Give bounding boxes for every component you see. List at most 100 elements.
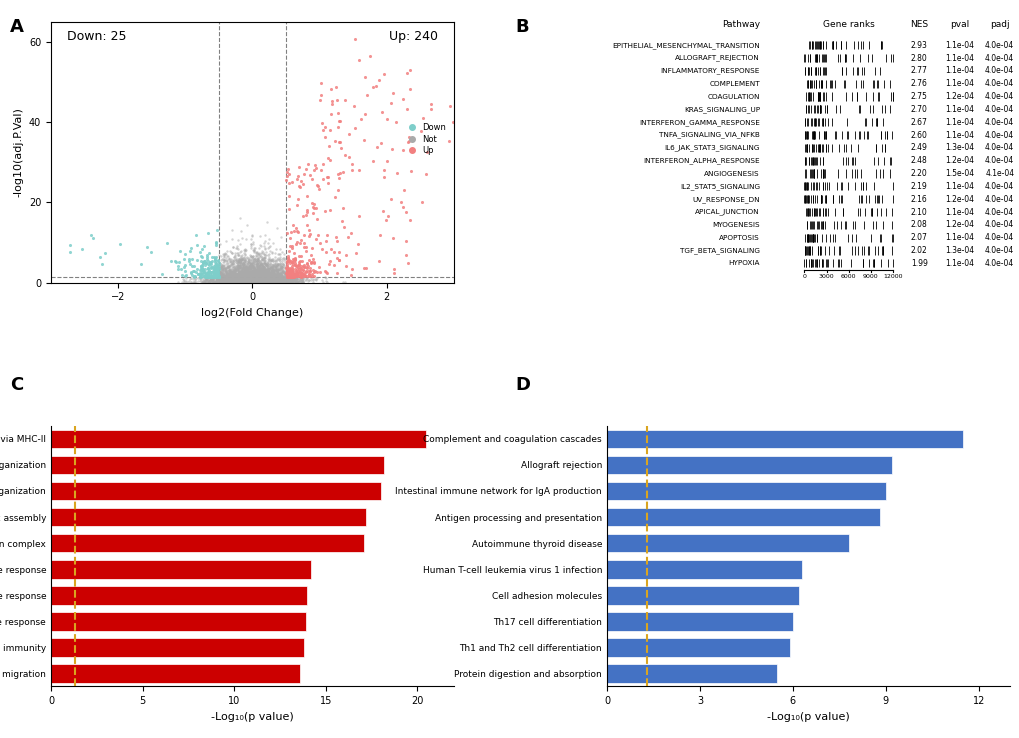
Point	[204, 277, 220, 289]
Point	[331, 255, 347, 266]
Point	[243, 251, 259, 263]
Point	[233, 271, 250, 283]
Point	[272, 269, 288, 281]
Point	[233, 269, 250, 281]
Point	[229, 274, 246, 286]
Point	[222, 274, 238, 286]
Point	[227, 265, 244, 277]
Point	[222, 268, 238, 280]
Point	[221, 275, 237, 287]
Point	[279, 265, 296, 277]
Point	[266, 251, 282, 263]
Point	[252, 261, 268, 272]
Point	[288, 277, 305, 289]
Point	[283, 263, 300, 275]
Point	[256, 273, 272, 285]
Point	[242, 272, 258, 284]
Point	[204, 272, 220, 284]
Point	[237, 277, 254, 289]
Point	[224, 266, 240, 277]
Point	[194, 276, 210, 288]
Point	[266, 272, 282, 283]
Point	[240, 275, 257, 286]
Point	[226, 276, 243, 288]
Point	[210, 265, 226, 277]
Point	[245, 276, 261, 288]
Point	[213, 276, 229, 288]
Point	[229, 275, 246, 287]
Point	[224, 272, 240, 284]
Point	[234, 272, 251, 283]
Point	[225, 275, 242, 286]
Point	[222, 275, 238, 287]
Point	[238, 271, 255, 283]
Point	[235, 275, 252, 286]
Point	[330, 136, 346, 148]
Point	[228, 271, 245, 283]
Point	[267, 269, 283, 281]
Point	[224, 258, 240, 269]
Point	[268, 268, 284, 280]
Point	[245, 272, 261, 283]
Point	[239, 261, 256, 273]
Point	[253, 276, 269, 288]
Point	[193, 261, 209, 272]
Point	[244, 272, 260, 283]
Point	[239, 275, 256, 286]
Point	[247, 263, 263, 275]
Point	[243, 276, 259, 288]
Point	[269, 269, 285, 281]
Point	[274, 265, 290, 277]
Point	[239, 263, 256, 275]
Point	[242, 266, 258, 277]
Point	[238, 272, 255, 283]
Point	[250, 261, 266, 272]
Point	[269, 272, 285, 283]
Point	[293, 255, 310, 267]
Point	[230, 255, 247, 267]
Point	[208, 266, 224, 278]
Point	[238, 258, 255, 269]
Point	[227, 263, 244, 275]
Point	[237, 269, 254, 281]
Point	[245, 256, 261, 268]
Point	[285, 270, 302, 282]
Point	[259, 276, 275, 288]
Point	[258, 275, 274, 286]
Point	[276, 273, 292, 285]
Point	[261, 275, 277, 286]
Point	[186, 269, 203, 281]
Point	[246, 273, 262, 285]
Point	[229, 272, 246, 283]
Point	[285, 275, 302, 287]
Point	[257, 229, 273, 241]
Point	[265, 268, 281, 280]
Point	[272, 275, 288, 286]
Point	[279, 274, 296, 286]
Point	[231, 259, 248, 271]
Point	[268, 263, 284, 275]
Point	[223, 272, 239, 283]
Point	[199, 273, 215, 285]
Point	[217, 266, 233, 277]
Point	[260, 270, 276, 282]
Point	[246, 262, 262, 274]
Point	[207, 263, 223, 275]
Point	[212, 271, 228, 283]
Point	[284, 275, 301, 286]
Point	[212, 272, 228, 283]
Point	[214, 270, 230, 282]
Point	[280, 252, 297, 263]
Point	[262, 261, 278, 272]
Point	[226, 277, 243, 289]
Point	[194, 277, 210, 289]
Point	[254, 269, 270, 280]
Point	[230, 253, 247, 265]
Point	[233, 262, 250, 274]
Point	[223, 274, 239, 286]
Point	[229, 273, 246, 285]
Point	[306, 202, 322, 214]
Point	[195, 258, 211, 269]
Point	[218, 276, 234, 288]
Point	[250, 262, 266, 274]
